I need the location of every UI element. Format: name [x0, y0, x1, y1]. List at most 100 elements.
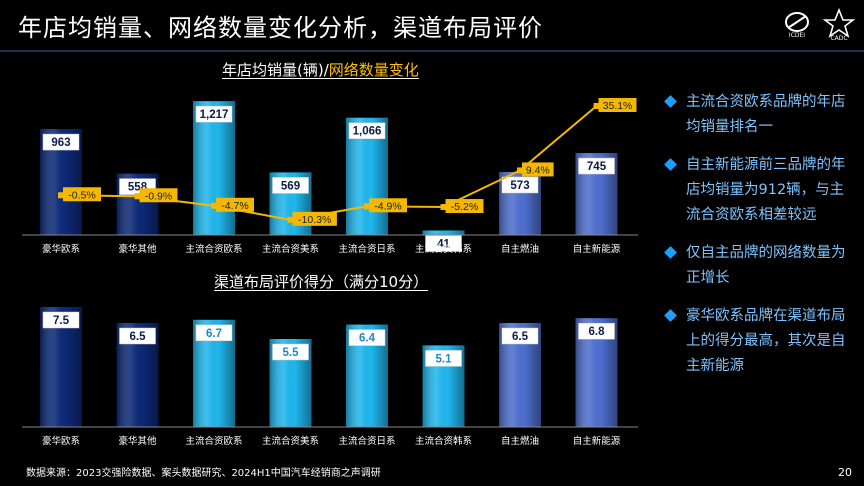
- chart2-data-label-box: [348, 329, 386, 346]
- chart1-line-label: -0.5%: [68, 189, 95, 201]
- chart1-title-sep: /: [323, 61, 329, 79]
- chart2-x-tick-label: 自主燃油: [501, 435, 539, 447]
- chart2-data-label: 6.5: [512, 331, 529, 343]
- cadc-logo-icon: [822, 8, 856, 38]
- chart1-line-point: [517, 167, 523, 174]
- chart1-line-point: [134, 193, 141, 200]
- chart2-data-label-box: [119, 327, 156, 345]
- chart2-data-label: 5.5: [283, 347, 300, 359]
- chart2-x-tick-label: 豪华欧系: [42, 435, 80, 447]
- chart1-line-label: -4.7%: [221, 200, 248, 212]
- chart1-line-label-box: [292, 211, 337, 226]
- diamond-bullet-icon: [664, 309, 677, 322]
- insight-item: 自主新能源前三品牌的年店均销量为912辆，与主流合资欧系相差较远: [664, 153, 856, 228]
- cadc-logo: CADC: [822, 8, 856, 42]
- chart1-title-part1: 年店均销量(辆): [222, 61, 324, 79]
- insight-list: 主流合资欧系品牌的年店均销量排名一 自主新能源前三品牌的年店均销量为912辆，与…: [664, 90, 856, 392]
- chart2-data-label: 6.8: [589, 326, 606, 338]
- chart2-data-label: 6.4: [359, 333, 376, 345]
- chart1-title: 年店均销量(辆)/网络数量变化: [222, 59, 419, 80]
- insight-text: 仅自主品牌的网络数量为正增长: [686, 245, 846, 286]
- chart1-data-label-box: [578, 157, 615, 175]
- chart1-line-label: -0.9%: [145, 190, 172, 202]
- chart1-x-tick-label: 主流合资欧系: [185, 243, 242, 255]
- chart2-x-tick-label: 主流合资欧系: [185, 435, 242, 447]
- chart2-data-label: 5.1: [436, 353, 453, 365]
- chart2-data-label: 6.7: [206, 328, 222, 340]
- chart1-line-label-box: [216, 197, 254, 212]
- chart1-bar-shade: [422, 230, 465, 235]
- diamond-bullet-icon: [664, 95, 677, 108]
- chart1-line-label: -10.3%: [298, 214, 331, 226]
- chart2-x-tick-label: 自主新能源: [573, 435, 621, 447]
- chart1-data-label: 745: [587, 161, 607, 173]
- chart2-data-label-box: [272, 343, 309, 361]
- chart1-x-tick-label: 豪华欧系: [42, 243, 80, 255]
- chart1-data-label-box: [501, 176, 539, 194]
- chart1-bar-shade: [193, 101, 235, 235]
- chart1-x-tick-label: 主流合资韩系: [415, 243, 472, 255]
- chart1-line-label: -5.2%: [451, 201, 478, 213]
- chart1-x-tick-label: 自主燃油: [501, 243, 539, 255]
- icdei-logo: ICDEI: [780, 10, 814, 40]
- chart1-line-label-box: [63, 187, 101, 202]
- chart2-data-label-box: [501, 327, 539, 345]
- chart2-data-label-box: [425, 350, 462, 367]
- chart1-data-label-box: [42, 133, 80, 151]
- insight-item: 主流合资欧系品牌的年店均销量排名一: [664, 90, 856, 140]
- chart1-x-tick-label: 主流合资美系: [262, 243, 319, 255]
- chart1-data-label: 569: [281, 180, 300, 192]
- chart1-data-label: 1,217: [200, 109, 229, 121]
- chart1-line-label-box: [445, 199, 484, 214]
- chart1-data-label-box: [272, 177, 309, 194]
- diamond-bullet-icon: [664, 158, 677, 171]
- insight-item: 仅自主品牌的网络数量为正增长: [664, 241, 856, 291]
- chart1-data-label: 1,066: [353, 126, 382, 138]
- insight-text: 豪华欧系品牌在渠道布局上的得分最高，其次是自主新能源: [686, 308, 846, 374]
- chart1-line-point: [440, 204, 447, 211]
- chart1-data-label: 573: [510, 180, 529, 192]
- chart2-data-label: 7.5: [53, 315, 70, 327]
- chart1-line-label-box: [522, 162, 554, 177]
- chart2-x-tick-label: 主流合资美系: [262, 435, 319, 447]
- chart1-data-label: 41: [437, 238, 450, 250]
- chart1-data-label-box: [348, 122, 386, 139]
- chart1-line-point: [593, 103, 600, 109]
- chart1-x-tick-label: 主流合资日系: [338, 243, 395, 255]
- logo2-text: CADC: [830, 35, 848, 42]
- chart2-title: 渠道布局评价得分（满分10分）: [214, 273, 429, 291]
- chart1-line-point: [364, 203, 370, 210]
- header-bar: 年店均销量、网络数量变化分析，渠道布局评价 ICDEI CADC: [0, 0, 864, 52]
- insight-text: 主流合资欧系品牌的年店均销量排名一: [686, 94, 846, 135]
- chart1-line-label: -4.9%: [374, 200, 401, 212]
- logo1-text: ICDEI: [788, 32, 806, 39]
- chart1-line-label-box: [139, 188, 178, 203]
- chart1-line-point: [211, 202, 217, 209]
- chart1-line-point: [58, 192, 64, 199]
- chart2-x-tick-label: 主流合资韩系: [415, 435, 472, 447]
- chart2-data-label-box: [195, 324, 233, 342]
- chart1-line-label: 35.1%: [603, 100, 633, 112]
- chart1-x-tick-label: 豪华其他: [118, 243, 157, 255]
- chart2-data-label-box: [42, 311, 80, 329]
- chart2-x-tick-label: 豪华其他: [118, 435, 157, 447]
- chart2-x-tick-label: 主流合资日系: [338, 435, 395, 447]
- icdei-logo-icon: [785, 12, 809, 32]
- chart1-x-tick-label: 自主新能源: [573, 243, 621, 255]
- chart1-line-label-box: [598, 98, 637, 112]
- page-title: 年店均销量、网络数量变化分析，渠道布局评价: [18, 14, 543, 42]
- chart2-data-label: 6.5: [130, 331, 147, 343]
- chart1-line-point: [287, 216, 294, 223]
- chart1-data-label-box: [195, 105, 233, 123]
- insight-item: 豪华欧系品牌在渠道布局上的得分最高，其次是自主新能源: [664, 304, 856, 379]
- chart1-line-label: 9.4%: [526, 164, 550, 176]
- data-source-note: 数据来源：2023交强险数据、案头数据研究、2024H1中国汽车经销商之声调研: [26, 468, 381, 479]
- chart2-data-label-box: [578, 322, 615, 340]
- diamond-bullet-icon: [664, 246, 677, 259]
- chart1-data-label: 963: [51, 137, 70, 149]
- insight-text: 自主新能源前三品牌的年店均销量为912辆，与主流合资欧系相差较远: [686, 157, 846, 223]
- chart1-line-label-box: [369, 198, 407, 213]
- page-number: 20: [838, 466, 852, 479]
- chart1-title-part2: 网络数量变化: [328, 61, 419, 79]
